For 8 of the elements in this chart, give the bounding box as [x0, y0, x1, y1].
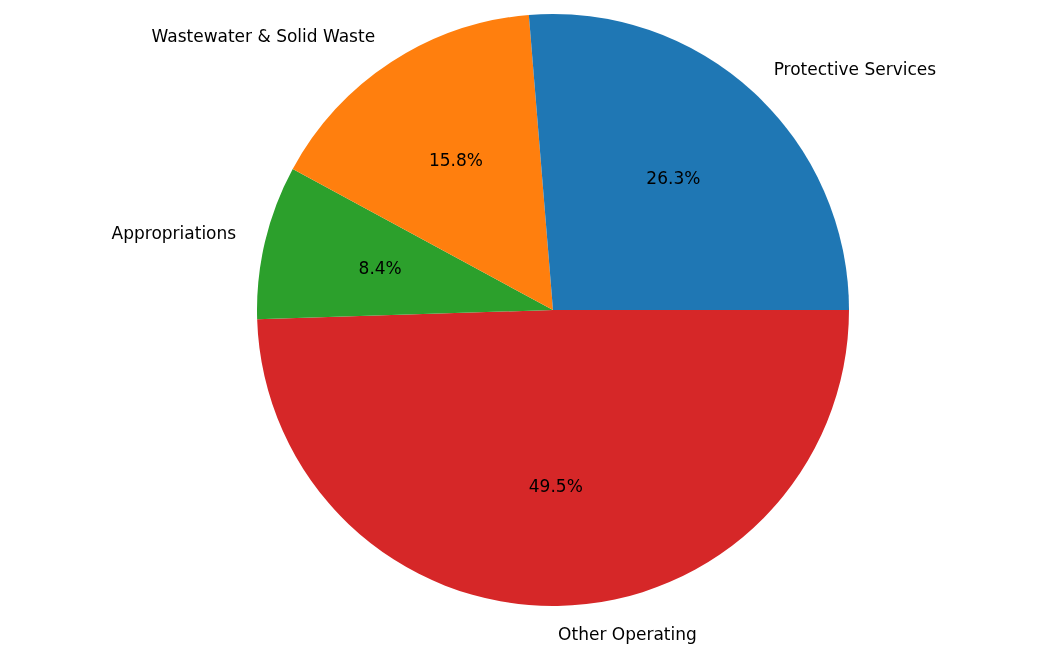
slice-label: Appropriations — [111, 223, 237, 244]
data-label: 8.4% — [358, 257, 402, 278]
data-label: 15.8% — [428, 149, 483, 170]
data-label: 26.3% — [646, 167, 701, 188]
slice-label: Protective Services — [773, 58, 937, 79]
slice-label: Other Operating — [558, 623, 697, 644]
slice-label: Wastewater & Solid Waste — [151, 25, 376, 46]
data-label: 49.5% — [528, 476, 583, 496]
